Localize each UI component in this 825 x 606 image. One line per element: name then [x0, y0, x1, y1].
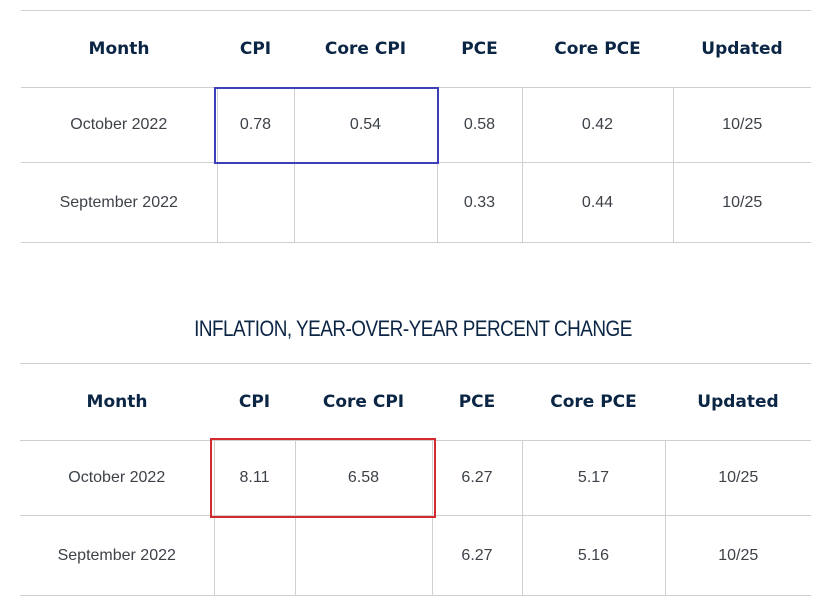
cell-pce: 0.58 [436, 87, 522, 163]
column-header-core-pce: Core PCE [554, 39, 641, 59]
cell-updated: 10/25 [672, 87, 811, 163]
yoy-section-title: INFLATION, YEAR-OVER-YEAR PERCENT CHANGE [194, 316, 632, 341]
cell-month: October 2022 [70, 116, 168, 133]
column-header-month: Month [86, 392, 148, 412]
cell-cpi [216, 162, 294, 243]
cell-cpi [213, 515, 295, 596]
cell-cpi: 0.78 [216, 87, 294, 163]
yoy-inflation-table: Month CPI Core CPI PCE Core PCE Updated … [20, 363, 811, 596]
column-header-pce: PCE [458, 392, 496, 412]
cell-month: September 2022 [57, 546, 176, 564]
column-header-cpi: CPI [238, 392, 271, 412]
cell-pce: 0.33 [436, 162, 522, 243]
cell-core-pce: 0.44 [521, 162, 673, 243]
cell-month: October 2022 [68, 469, 166, 486]
cell-core-cpi: 6.58 [294, 440, 432, 516]
table-row: October 2022 0.78 0.54 0.58 0.42 10/25 [21, 87, 811, 163]
column-header-cpi: CPI [239, 39, 272, 59]
cell-cpi: 8.11 [213, 440, 295, 516]
column-header-core-cpi: Core CPI [324, 39, 407, 59]
column-header-pce: PCE [461, 39, 498, 59]
cell-pce: 6.27 [431, 440, 522, 516]
column-header-updated: Updated [701, 39, 783, 59]
monthly-inflation-table: Month CPI Core CPI PCE Core PCE Updated … [21, 10, 811, 243]
cell-updated: 10/25 [672, 162, 811, 243]
cell-core-pce: 5.17 [521, 440, 665, 516]
column-header-core-cpi: Core CPI [322, 392, 405, 412]
cell-core-cpi: 0.54 [293, 87, 437, 163]
column-header-month: Month [88, 39, 150, 59]
cell-month: September 2022 [59, 193, 178, 211]
cell-core-pce: 0.42 [521, 87, 673, 163]
table-header-row: Month CPI Core CPI PCE Core PCE Updated [20, 364, 811, 441]
cell-pce: 6.27 [431, 515, 522, 596]
cell-updated: 10/25 [664, 515, 811, 596]
cell-updated: 10/25 [664, 440, 811, 516]
table-row: September 2022 6.27 5.16 10/25 [20, 515, 811, 596]
column-header-updated: Updated [697, 392, 779, 412]
cell-core-pce: 5.16 [521, 515, 665, 596]
cell-core-cpi [294, 515, 432, 596]
column-header-core-pce: Core PCE [550, 392, 637, 412]
table-header-row: Month CPI Core CPI PCE Core PCE Updated [21, 11, 811, 88]
table-row: September 2022 0.33 0.44 10/25 [21, 162, 811, 243]
cell-core-cpi [293, 162, 437, 243]
table-row: October 2022 8.11 6.58 6.27 5.17 10/25 [20, 440, 811, 516]
